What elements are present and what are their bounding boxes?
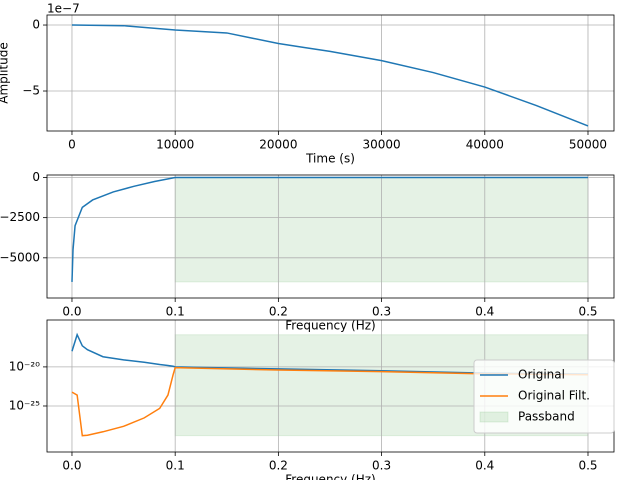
y-tick-label: 0 [32,170,40,184]
y-tick-label: −2500 [0,210,40,224]
x-tick-label: 0.3 [372,459,391,473]
axes-frame [46,174,615,299]
x-tick-label: 0.4 [475,459,494,473]
x-tick-label: 30000 [362,138,400,152]
x-axis-label: Frequency (Hz) [285,473,376,480]
y-tick-label: 10⁻²⁰ [9,359,40,373]
y-axis-label: Amplitude [0,42,11,104]
y-tick-label: −5000 [0,250,40,264]
legend-label: Original [518,368,565,382]
legend-box [473,359,615,434]
y-tick-label: 0 [32,18,40,32]
axes: 0 10000 20000 30000 40000 50000 −5 0 Time (s) Amp… [0,2,615,166]
x-tick-label: 0.1 [166,305,185,319]
x-tick-label: 0.0 [62,459,81,473]
legend-label: Original Filt. [518,389,590,403]
line [71,366,588,437]
legend-swatch [479,411,509,423]
axes: 0.0 0.1 0.2 0.3 0.4 0.5 10⁻²⁵ 10⁻²⁰ Frequency (H… [9,319,615,480]
x-tick-label: 40000 [466,138,504,152]
x-tick-label: 0.2 [269,459,288,473]
line [71,24,589,127]
axes: 0.0 0.1 0.2 0.3 0.4 0.5 −5000 −2500 0 Frequency (… [0,170,615,333]
x-tick-label: 0.0 [62,305,81,319]
x-tick-label: 0.4 [475,305,494,319]
x-tick-label: 0.1 [166,459,185,473]
x-tick-label: 0.5 [578,459,597,473]
legend: Original Original Filt. Passband [473,359,615,434]
x-tick-label: 50000 [569,138,607,152]
line [71,332,588,375]
line [71,176,588,282]
offset-text: 1e−7 [47,2,80,16]
x-tick-label: 0.2 [269,305,288,319]
legend-label: Passband [518,410,575,424]
x-tick-label: 0.3 [372,305,391,319]
axes-frame [46,14,615,132]
y-tick-label: −5 [22,84,40,98]
x-tick-label: 10000 [156,138,194,152]
x-tick-label: 0.5 [578,305,597,319]
x-tick-label: 20000 [259,138,297,152]
y-tick-label: 10⁻²⁵ [9,398,40,412]
x-tick-label: 0 [68,138,76,152]
x-axis-label: Time (s) [305,152,355,166]
x-axis-label: Frequency (Hz) [285,319,376,333]
